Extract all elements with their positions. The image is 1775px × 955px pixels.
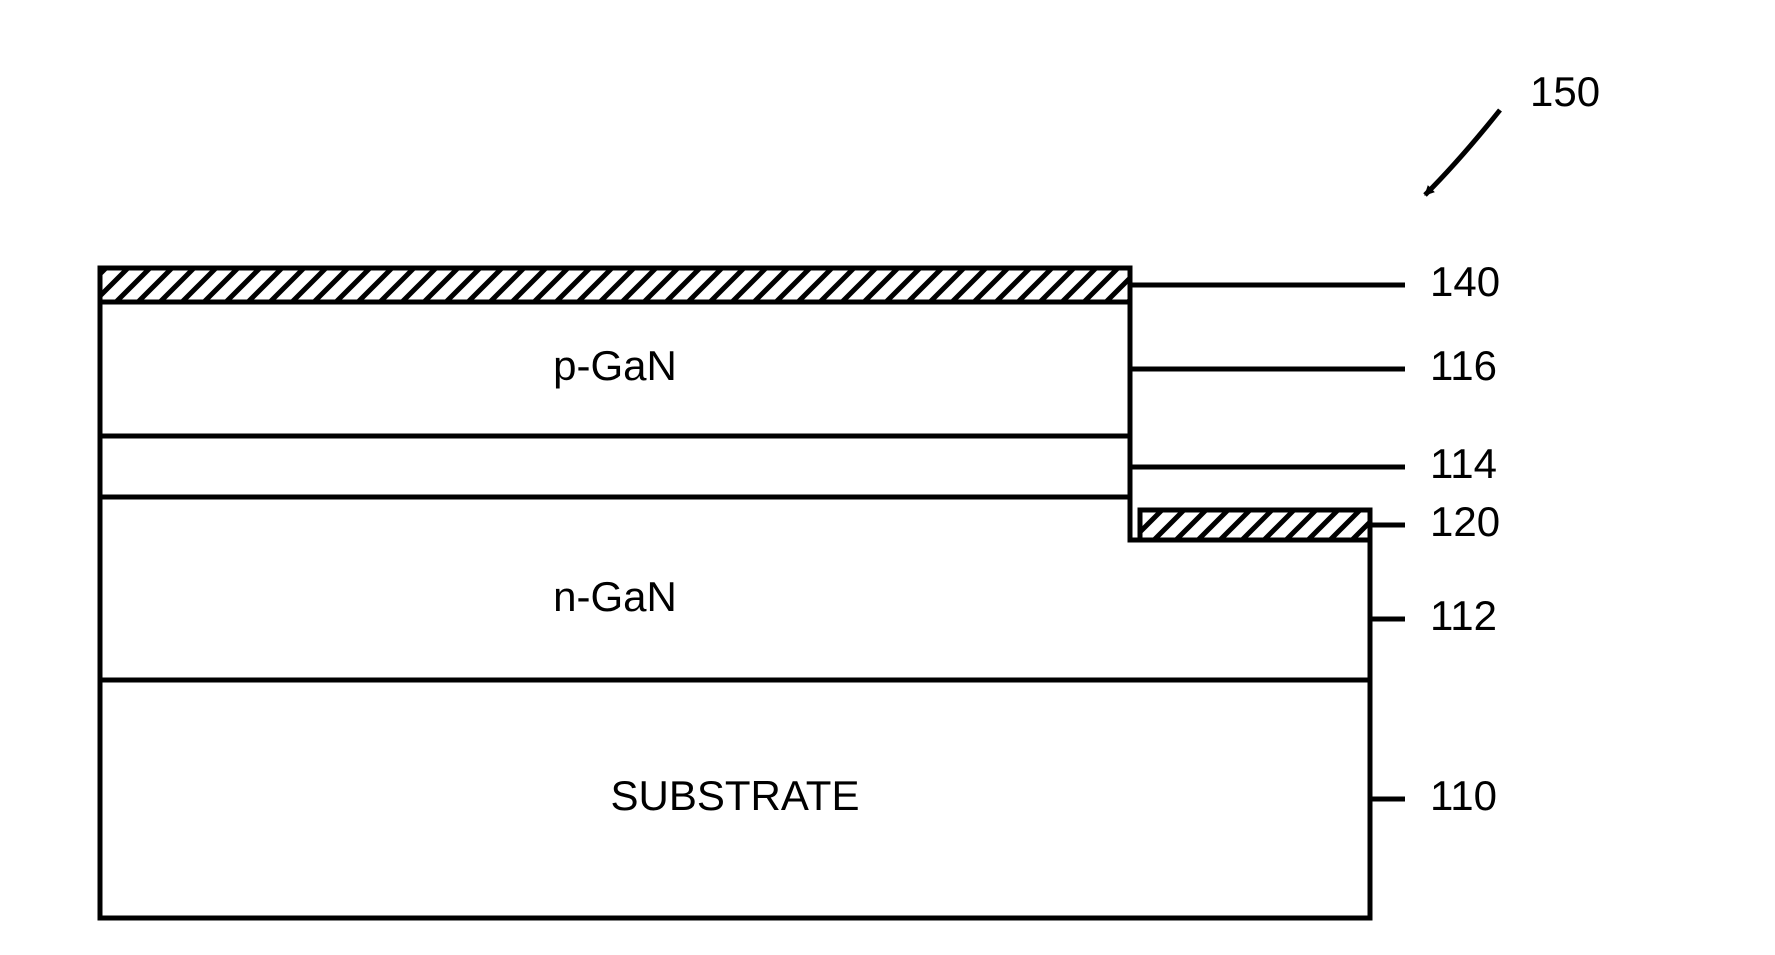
ref-110: 110 (1430, 772, 1497, 819)
layer-p-gan-label: p-GaN (553, 342, 677, 389)
layer-n-electrode (1140, 510, 1370, 540)
ref-116: 116 (1430, 342, 1497, 389)
layer-substrate-label: SUBSTRATE (611, 772, 860, 819)
ref-120: 120 (1430, 498, 1500, 545)
layer-n-gan-label: n-GaN (553, 573, 677, 620)
ref-114: 114 (1430, 440, 1497, 487)
layer-p-electrode (100, 268, 1130, 302)
layer-active (100, 436, 1130, 497)
ref-150: 150 (1530, 68, 1600, 115)
layer-stack-diagram: SUBSTRATE n-GaN p-GaN 140 116 114 120 11… (0, 0, 1775, 955)
figure-ref-arrow (1425, 110, 1500, 195)
ref-140: 140 (1430, 258, 1500, 305)
ref-112: 112 (1430, 592, 1497, 639)
